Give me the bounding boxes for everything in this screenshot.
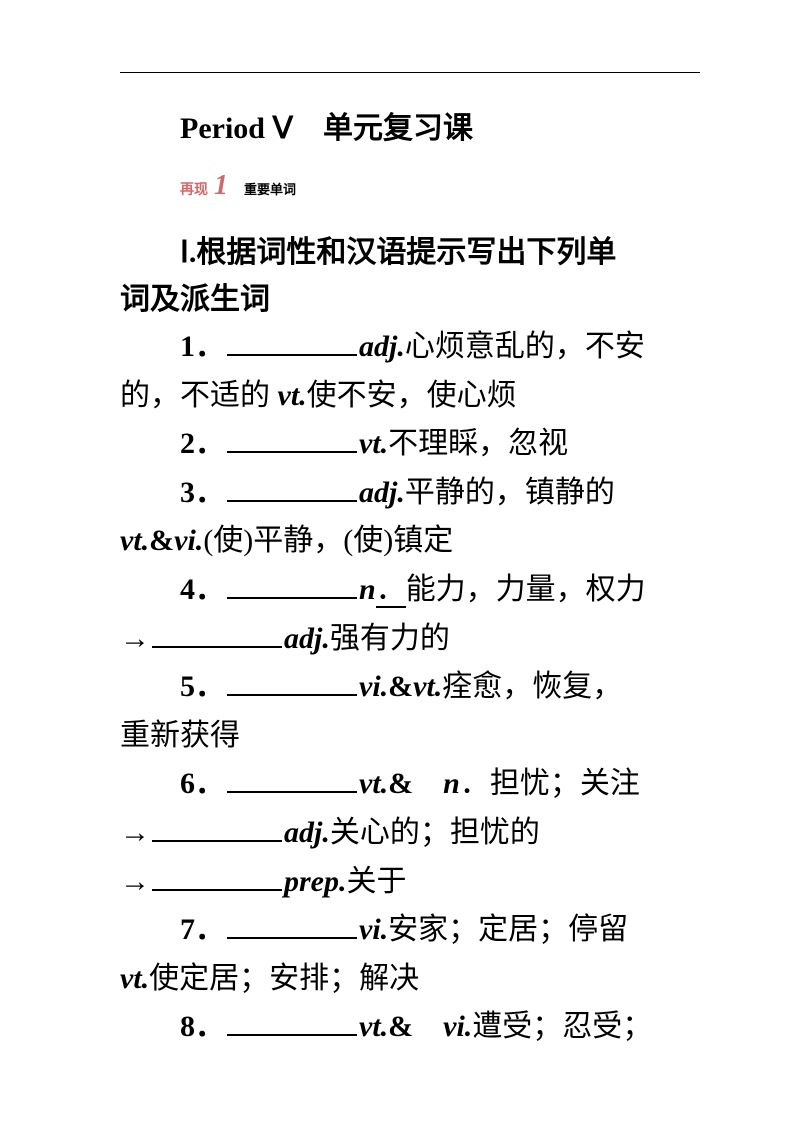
list-item-cont: →adj.关心的；担忧的 xyxy=(120,809,700,858)
blank-input[interactable] xyxy=(227,423,357,454)
list-item-cont: →prep.关于 xyxy=(120,858,700,907)
blank-input[interactable] xyxy=(152,811,282,842)
blank-input[interactable] xyxy=(227,666,357,697)
list-item: 1．adj.心烦意乱的，不安 xyxy=(120,323,700,372)
list-item: 8．vt.& vi.遭受；忍受； xyxy=(120,1003,700,1052)
blank-input[interactable] xyxy=(227,471,357,502)
arrow-icon: → xyxy=(120,622,150,655)
list-item-cont: 的，不适的 vt.使不安，使心烦 xyxy=(120,372,700,421)
list-item: 2．vt.不理睬，忽视 xyxy=(120,420,700,469)
list-item-cont: vt.使定居；安排；解决 xyxy=(120,955,700,1004)
list-item: 5．vi.&vt.痊愈，恢复， xyxy=(120,663,700,712)
box-subtitle: 重要单词 xyxy=(244,179,296,198)
box-label: 再现 xyxy=(180,179,208,199)
list-item-cont: vt.&vi.(使)平静，(使)镇定 xyxy=(120,517,700,566)
list-item: 3．adj.平静的，镇静的 xyxy=(120,469,700,518)
list-item-cont: →adj.强有力的 xyxy=(120,615,700,664)
blank-input[interactable] xyxy=(227,568,357,599)
page-title: Period Ⅴ 单元复习课 xyxy=(180,108,700,150)
list-item-cont: 重新获得 xyxy=(120,712,700,761)
blank-input[interactable] xyxy=(227,1006,357,1037)
blank-input[interactable] xyxy=(152,617,282,648)
arrow-icon: → xyxy=(120,816,150,849)
document-page: Period Ⅴ 单元复习课 再现 1 重要单词 Ⅰ.根据词性和汉语提示写出下列… xyxy=(0,0,800,1132)
list-item: 4．n．能力，力量，权力 xyxy=(120,566,700,615)
title-english: Period Ⅴ xyxy=(180,112,293,145)
list-item: 7．vi.安家；定居；停留 xyxy=(120,906,700,955)
box-number: 1 xyxy=(214,172,228,200)
top-rule xyxy=(120,72,700,73)
blank-input[interactable] xyxy=(152,860,282,891)
blank-input[interactable] xyxy=(227,909,357,940)
title-chinese: 单元复习课 xyxy=(323,112,473,145)
section-box: 再现 1 重要单词 xyxy=(180,172,700,200)
exercise-list: 1．adj.心烦意乱的，不安 的，不适的 vt.使不安，使心烦 2．vt.不理睬… xyxy=(120,323,700,1052)
arrow-icon: → xyxy=(120,865,150,898)
list-item: 6．vt.& n．担忧；关注 xyxy=(120,760,700,809)
section-heading: Ⅰ.根据词性和汉语提示写出下列单 词及派生词 xyxy=(120,230,700,323)
blank-input[interactable] xyxy=(227,326,357,357)
blank-input[interactable] xyxy=(227,763,357,794)
